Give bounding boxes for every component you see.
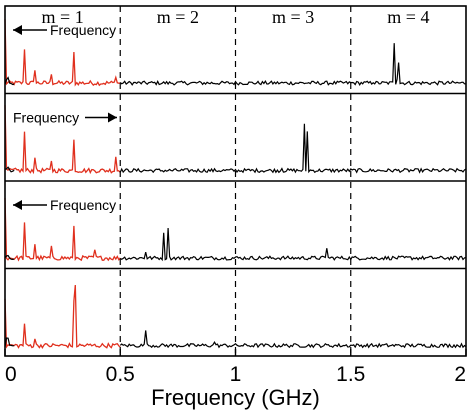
x-tick-label: 0.5 <box>106 363 135 386</box>
folded-spectrum-trace <box>4 105 121 175</box>
x-tick-label: 1 <box>230 363 242 386</box>
spectrum-trace-low <box>4 254 15 261</box>
arrow-head-right-icon <box>108 112 117 123</box>
x-tick-label: 1.5 <box>336 363 365 386</box>
x-axis: 0 0.5 1 1.5 2 <box>4 5 467 386</box>
x-axis-label: Frequency (GHz) <box>151 385 320 410</box>
band-label: m = 2 <box>157 7 199 27</box>
folded-spectrum-trace <box>4 19 121 87</box>
spectrum-trace <box>119 123 467 174</box>
spectrum-trace <box>119 43 467 86</box>
folded-spectrum-trace <box>4 197 121 262</box>
frequency-arrow: Frequency <box>13 110 117 126</box>
spectrum-trace <box>119 227 467 262</box>
spectrum-trace-low <box>4 76 15 86</box>
spectrum-trace <box>119 330 467 349</box>
frequency-arrow: Frequency <box>13 197 116 213</box>
frequency-arrow: Frequency <box>13 22 116 38</box>
plot-area <box>4 6 467 356</box>
spectrum-trace-low <box>4 166 15 173</box>
band-label: m = 3 <box>272 7 314 27</box>
arrow-label: Frequency <box>50 22 116 38</box>
x-tick-label: 2 <box>454 363 466 386</box>
arrow-label: Frequency <box>50 197 116 213</box>
x-tick-label: 0 <box>5 363 17 386</box>
folded-spectrum-trace <box>4 284 121 349</box>
arrow-head-left-icon <box>13 200 22 210</box>
arrow-label: Frequency <box>13 110 79 126</box>
spectrum-trace-low <box>4 337 15 347</box>
band-label: m = 1 <box>42 7 84 27</box>
band-label: m = 4 <box>387 7 429 27</box>
arrow-head-left-icon <box>13 25 22 35</box>
